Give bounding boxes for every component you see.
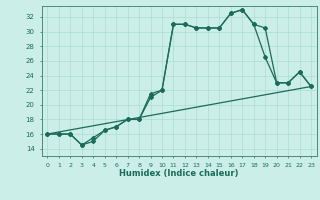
X-axis label: Humidex (Indice chaleur): Humidex (Indice chaleur) [119,169,239,178]
